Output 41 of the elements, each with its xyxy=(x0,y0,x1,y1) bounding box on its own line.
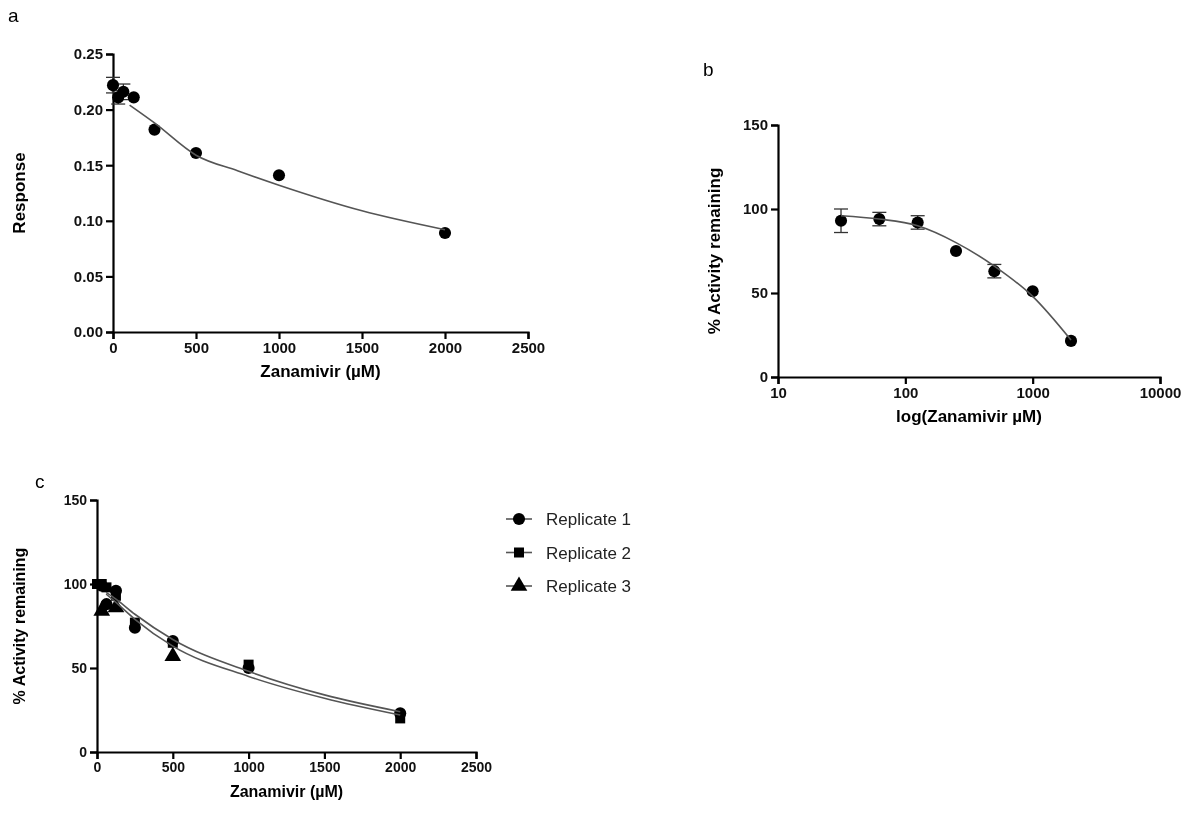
x-tick-label: 1500 xyxy=(309,758,341,775)
x-tick-label: 2500 xyxy=(511,338,546,356)
x-tick-label: 2000 xyxy=(428,338,463,356)
x-tick-label: 500 xyxy=(161,758,186,775)
x-tick-label: 500 xyxy=(183,338,210,356)
y-tick-label: 0 xyxy=(759,368,768,386)
legend-label: Replicate 2 xyxy=(546,543,632,563)
y-axis-title: % Activity remaining xyxy=(705,167,724,335)
y-tick-label: 150 xyxy=(63,491,88,508)
y-tick-label: 0.15 xyxy=(73,156,103,174)
x-tick-label: 1000 xyxy=(1016,383,1050,401)
x-tick-label: 10 xyxy=(770,383,787,401)
y-tick-label: 100 xyxy=(63,575,88,592)
y-axis-title: % Activity remaining xyxy=(11,547,28,705)
x-tick-label: 2000 xyxy=(385,758,417,775)
x-axis-title: Zanamivir (µM) xyxy=(260,362,381,381)
y-tick-label: 0.05 xyxy=(73,267,103,285)
y-tick-label: 0.00 xyxy=(73,323,103,341)
chart-title: c xyxy=(35,471,45,492)
chart-title: b xyxy=(703,59,714,80)
legend-label: Replicate 1 xyxy=(546,510,632,529)
y-tick-label: 100 xyxy=(742,200,768,218)
y-axis-title: Response xyxy=(10,152,29,234)
x-tick-label: 10000 xyxy=(1139,383,1182,401)
y-tick-label: 50 xyxy=(751,284,768,302)
x-tick-label: 1500 xyxy=(345,338,380,356)
y-tick-label: 0.20 xyxy=(73,100,103,118)
legend-label: Replicate 3 xyxy=(546,577,632,596)
chart-title: a xyxy=(8,5,19,26)
x-tick-label: 100 xyxy=(893,383,919,401)
x-tick-label: 1000 xyxy=(233,758,265,775)
y-tick-label: 0 xyxy=(79,743,88,760)
x-axis-title: log(Zanamivir µM) xyxy=(896,407,1042,426)
x-axis-title: Zanamivir (µM) xyxy=(229,783,344,800)
y-tick-label: 150 xyxy=(742,116,768,134)
x-tick-label: 1000 xyxy=(262,338,297,356)
y-tick-label: 0.10 xyxy=(73,212,103,230)
x-tick-label: 0 xyxy=(109,338,118,356)
x-tick-label: 2500 xyxy=(460,758,493,775)
y-tick-label: 50 xyxy=(71,659,88,676)
y-tick-label: 0.25 xyxy=(73,45,103,63)
